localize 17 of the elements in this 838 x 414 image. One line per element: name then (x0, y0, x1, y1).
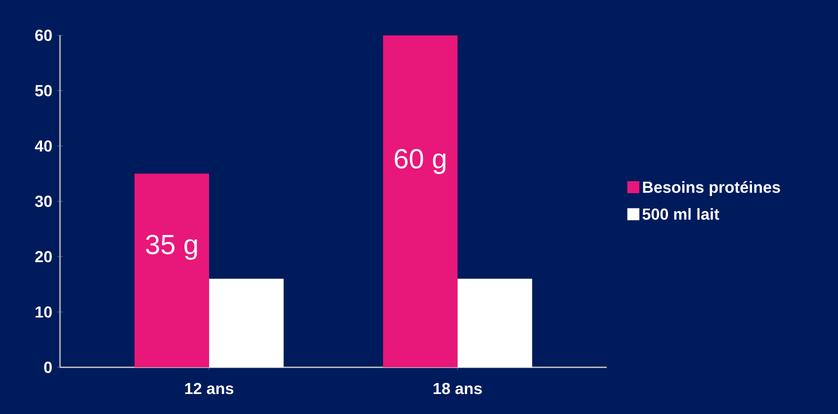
legend-label: Besoins protéines (643, 181, 780, 196)
bar (383, 35, 458, 368)
data-label: 60 g (394, 148, 446, 174)
x-tick-label: 12 ans (185, 382, 234, 394)
data-label: 35 g (146, 234, 197, 260)
y-tick-label: 20 (35, 251, 52, 262)
y-tick-label: 40 (34, 140, 52, 152)
bar (134, 174, 210, 368)
y-tick-label: 0 (44, 362, 52, 373)
y-tick-label: 50 (35, 85, 52, 96)
bar (209, 278, 284, 368)
bar (458, 278, 532, 368)
legend-label: 500 ml lait (642, 208, 720, 220)
y-tick-label: 60 (35, 30, 52, 41)
x-tick-label: 18 ans (434, 382, 482, 394)
y-tick-label: 30 (35, 196, 52, 208)
y-tick-label: 10 (36, 306, 52, 318)
